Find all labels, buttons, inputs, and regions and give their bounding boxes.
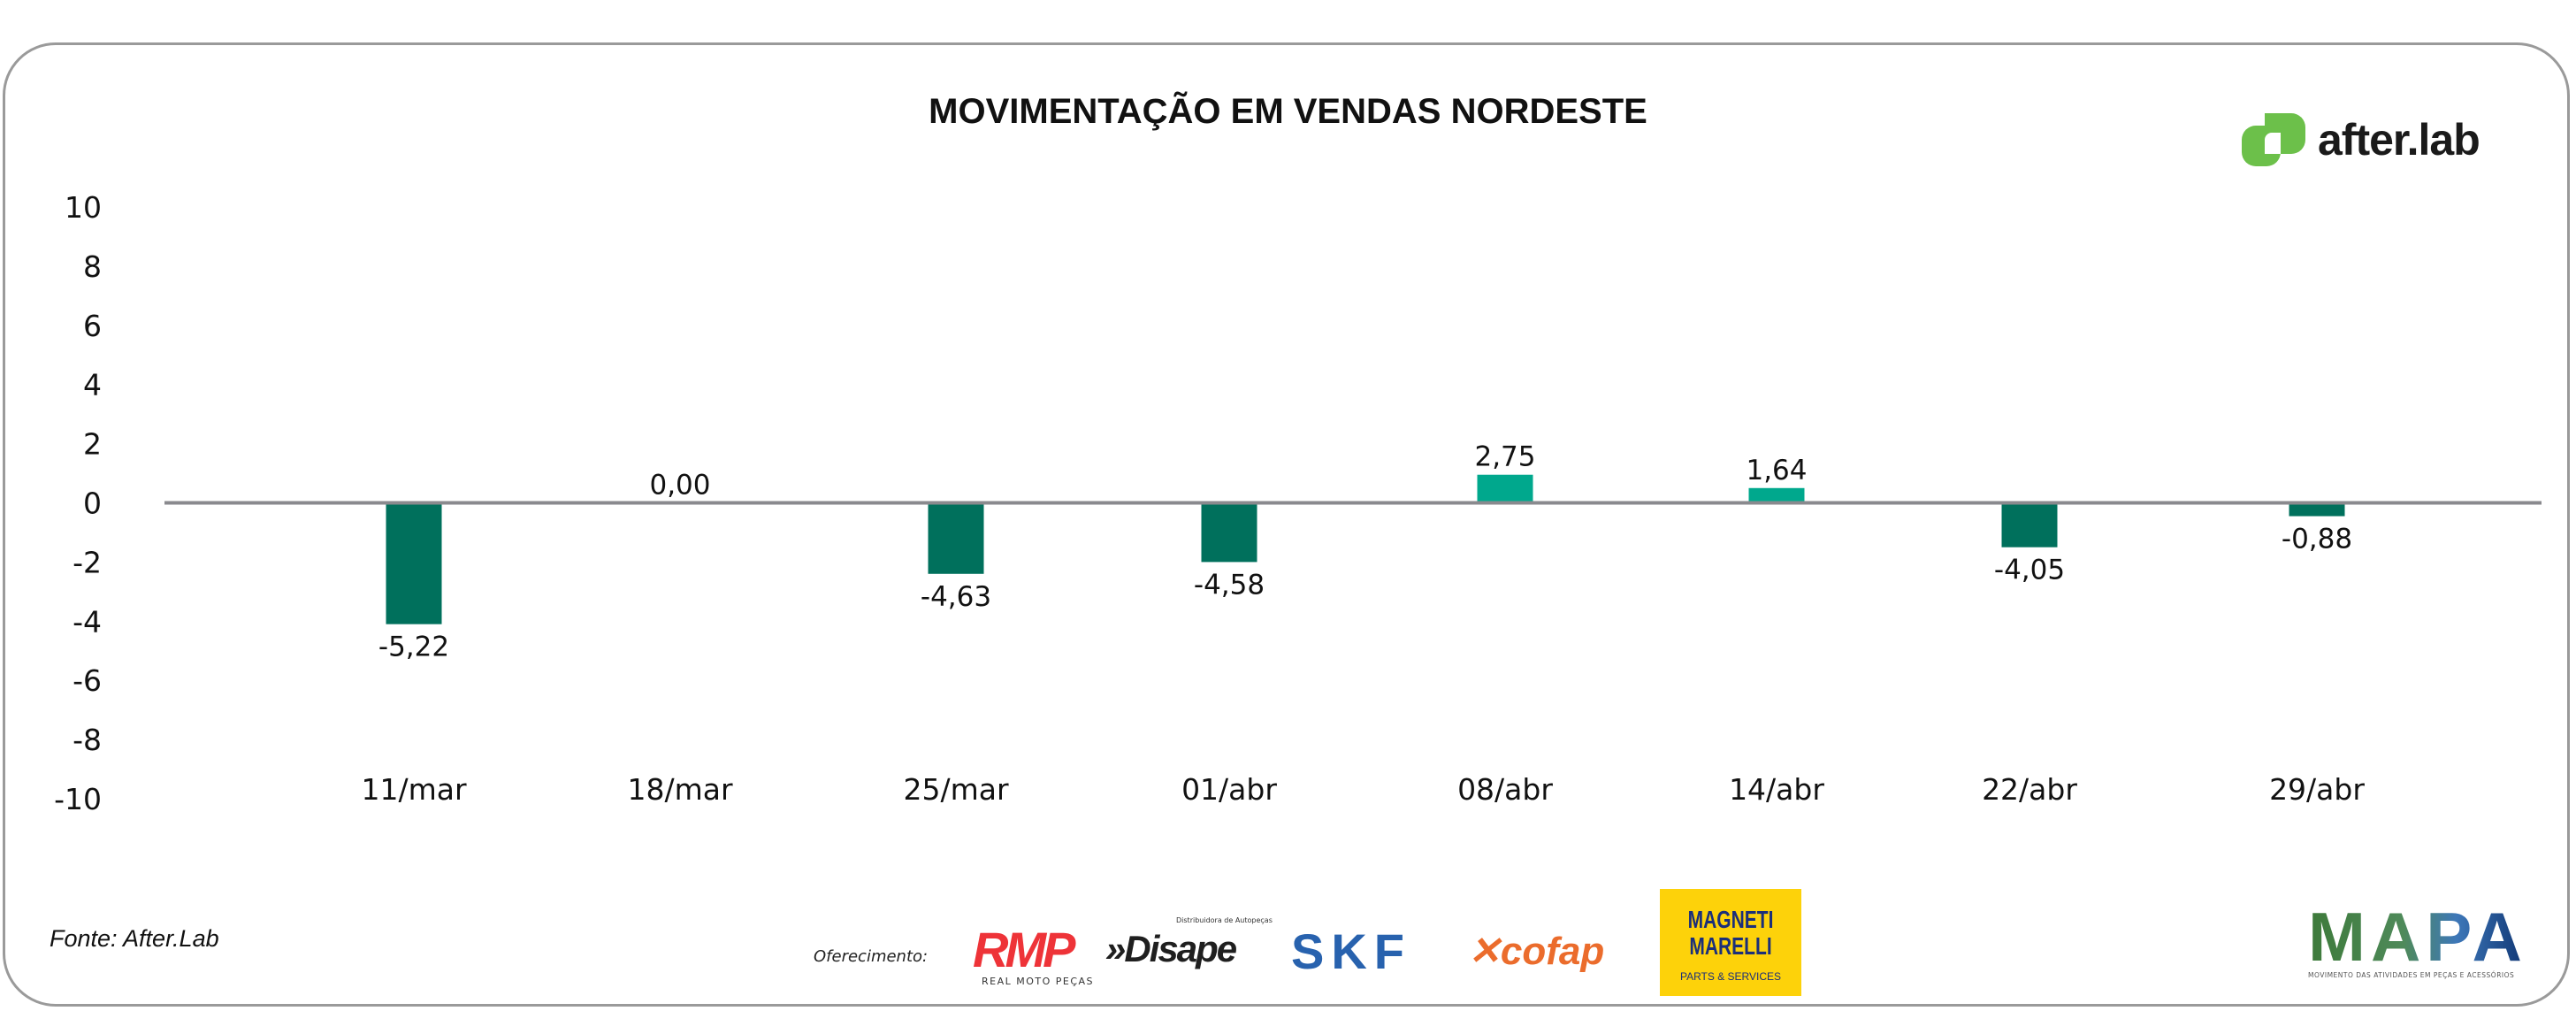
y-tick-label: 10 xyxy=(65,190,102,225)
mapa-logo-text: MAPA xyxy=(2308,898,2527,976)
data-label: -4,58 xyxy=(1194,569,1265,601)
bar-22-abr xyxy=(2001,502,2058,548)
afterlab-logo-text: after.lab xyxy=(2318,115,2480,165)
rmp-logo-tagline: REAL MOTO PEÇAS xyxy=(982,976,1095,987)
bar-01-abr xyxy=(1201,502,1257,563)
data-label: -4,63 xyxy=(921,581,991,613)
y-tick-label: -10 xyxy=(54,782,102,816)
y-tick-label: -2 xyxy=(73,545,102,579)
data-label: 2,75 xyxy=(1474,441,1535,473)
disape-logo: »Disape xyxy=(1105,928,1237,969)
x-tick-label: 14/abr xyxy=(1729,772,1824,807)
y-tick-label: 6 xyxy=(83,309,102,343)
y-tick-label: -8 xyxy=(73,723,102,757)
rmp-logo: RMP xyxy=(973,922,1075,977)
magneti-marelli-logo: MAGNETI MARELLI PARTS & SERVICES xyxy=(1660,889,1801,996)
magneti-marelli-name: MAGNETI MARELLI xyxy=(1687,906,1774,960)
x-tick-label: 18/mar xyxy=(627,772,732,807)
x-tick-label: 29/abr xyxy=(2269,772,2365,807)
x-tick-label: 11/mar xyxy=(361,772,466,807)
y-tick-label: 0 xyxy=(83,486,102,521)
data-label: 0,00 xyxy=(649,470,710,502)
data-label: -0,88 xyxy=(2282,524,2352,555)
magneti-marelli-tagline: PARTS & SERVICES xyxy=(1679,970,1782,983)
disape-logo-text: Disape xyxy=(1124,928,1237,969)
bar-14-abr xyxy=(1748,487,1805,503)
y-tick-label: 2 xyxy=(83,427,102,462)
chart-title: MOVIMENTAÇÃO EM VENDAS NORDESTE xyxy=(929,92,1647,131)
source-note: Fonte: After.Lab xyxy=(50,925,219,952)
cofap-logo: ✕cofap xyxy=(1468,930,1605,973)
y-tick-label: 8 xyxy=(83,249,102,284)
mapa-logo-tagline: MOVIMENTO DAS ATIVIDADES EM PEÇAS E ACES… xyxy=(2308,971,2515,979)
x-tick-label: 22/abr xyxy=(1982,772,2077,807)
bar-11-mar xyxy=(386,502,442,624)
sponsor-label: Oferecimento: xyxy=(814,947,929,966)
y-tick-label: -6 xyxy=(73,663,102,698)
data-label: -4,05 xyxy=(1994,555,2065,586)
afterlab-logo-icon xyxy=(2242,113,2305,166)
bar-08-abr xyxy=(1477,474,1533,503)
y-tick-label: 4 xyxy=(83,368,102,402)
data-label: -5,22 xyxy=(378,632,449,663)
x-tick-label: 08/abr xyxy=(1457,772,1553,807)
disape-logo-tagline: Distribuidora de Autopeças xyxy=(1176,916,1273,924)
x-tick-label: 25/mar xyxy=(903,772,1008,807)
mapa-logo: MAPA MOVIMENTO DAS ATIVIDADES EM PEÇAS E… xyxy=(2308,898,2527,979)
chart-frame xyxy=(3,42,2570,1007)
y-tick-label: -4 xyxy=(73,604,102,639)
bar-25-mar xyxy=(928,502,984,574)
bar-29-abr xyxy=(2289,502,2345,517)
skf-logo: SKF xyxy=(1291,923,1411,979)
cofap-logo-text: cofap xyxy=(1500,930,1605,973)
x-tick-label: 01/abr xyxy=(1181,772,1277,807)
data-label: 1,64 xyxy=(1746,455,1807,486)
afterlab-logo: after.lab xyxy=(2242,113,2480,166)
